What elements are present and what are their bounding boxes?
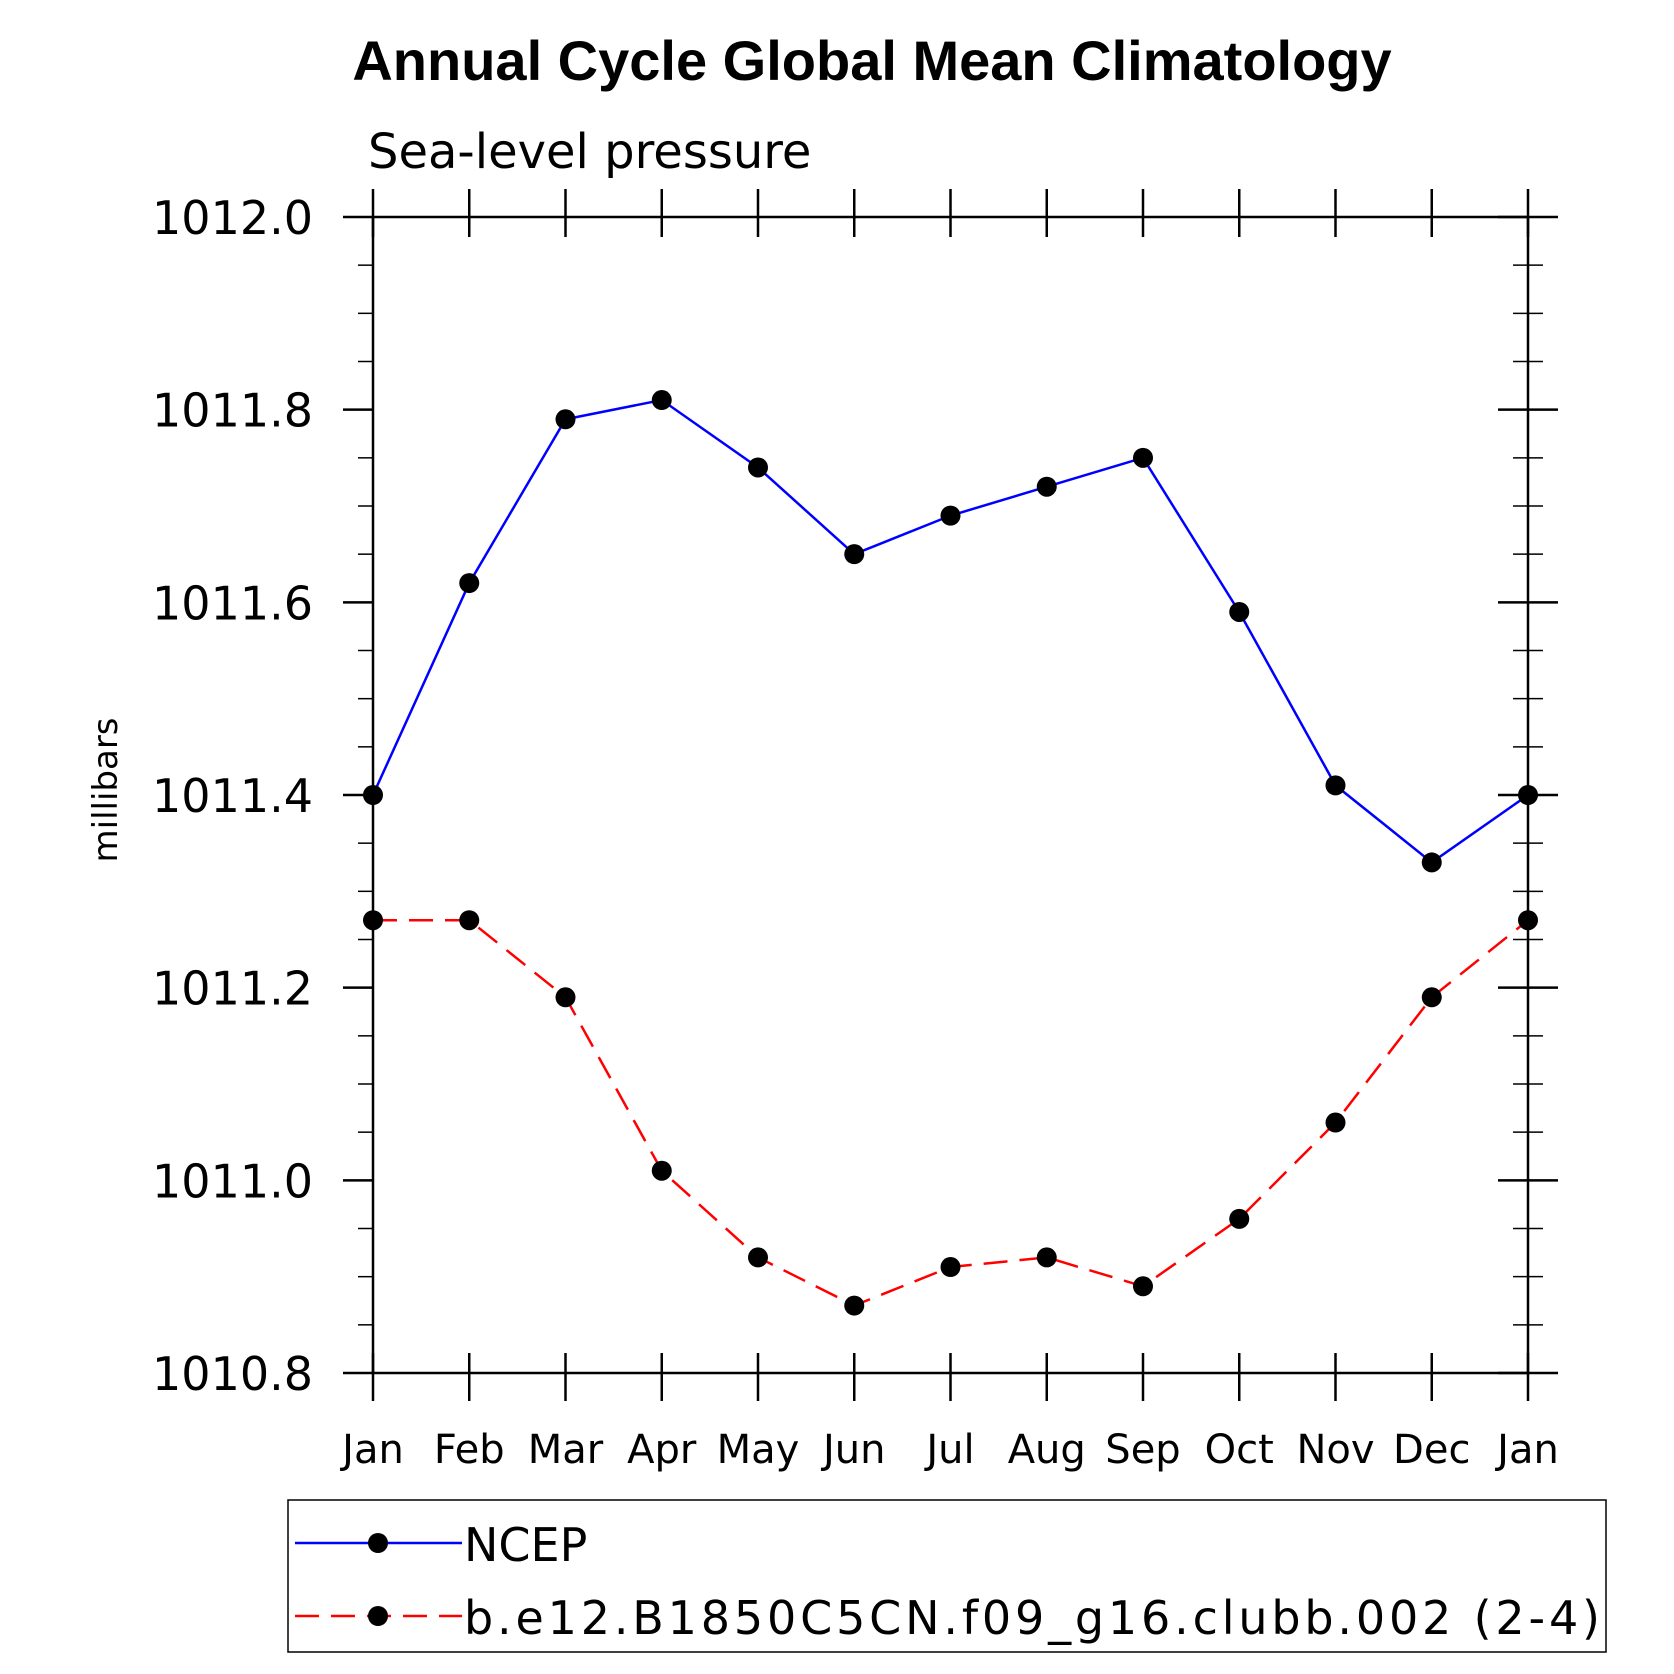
series-line-0 [371, 398, 1529, 864]
data-point [844, 544, 865, 565]
data-point [940, 505, 961, 526]
data-point [651, 1160, 672, 1181]
legend-box [287, 1499, 1607, 1653]
x-tick-label: Apr [627, 1427, 697, 1473]
y-tick-label: 1011.2 [152, 962, 313, 1016]
data-point [940, 1257, 961, 1278]
data-point [1325, 1112, 1346, 1133]
legend-marker [368, 1533, 388, 1553]
chart-subtitle: Sea-level pressure [368, 124, 811, 180]
legend: NCEP b.e12.B1850C5CN.f09_g16.clubb.002 (2… [287, 1499, 1607, 1653]
x-tick-label: Aug [1008, 1427, 1086, 1473]
series-layer [363, 390, 1538, 1316]
x-tick-label: Mar [528, 1427, 604, 1473]
data-point [459, 910, 480, 931]
y-tick-label: 1011.6 [152, 576, 313, 630]
axes [343, 189, 1558, 1401]
x-tick-label: Dec [1393, 1427, 1470, 1473]
legend-marker [368, 1606, 388, 1626]
tick-labels: 1010.8 1011.0 1011.2 1011.4 1011.6 1011.8 1012… [152, 191, 1559, 1473]
series-line-1 [373, 918, 1529, 1307]
x-tick-label: Jan [1494, 1427, 1559, 1473]
data-point [1036, 1247, 1057, 1268]
data-point [363, 910, 383, 931]
data-point [748, 1247, 768, 1268]
data-point [1518, 910, 1538, 931]
data-point [1036, 476, 1057, 497]
x-tick-label: Jul [923, 1427, 974, 1473]
data-point [651, 390, 672, 411]
x-tick-label: May [717, 1427, 800, 1473]
x-tick-label: Nov [1296, 1427, 1374, 1473]
x-tick-label: Jun [820, 1427, 886, 1473]
data-point [1229, 1208, 1250, 1229]
chart-title: Annual Cycle Global Mean Climatology [352, 29, 1392, 92]
data-point [844, 1295, 865, 1316]
data-point [1421, 852, 1442, 873]
y-tick-label: 1012.0 [152, 191, 313, 245]
legend-label-1: b.e12.B1850C5CN.f09_g16.clubb.002 (2-4) [464, 1591, 1600, 1645]
data-point [1421, 987, 1442, 1008]
data-point [555, 409, 576, 430]
legend-label-0: NCEP [464, 1518, 587, 1572]
data-point [555, 987, 576, 1008]
data-point [1133, 1276, 1153, 1297]
y-tick-label: 1011.4 [152, 769, 313, 823]
y-tick-label: 1011.8 [152, 384, 313, 438]
data-point [1133, 447, 1153, 468]
x-tick-label: Feb [434, 1427, 505, 1473]
x-tick-label: Jan [339, 1427, 404, 1473]
plot-frame [371, 215, 1530, 1375]
y-axis-label: millibars [86, 717, 126, 862]
x-tick-label: Oct [1205, 1427, 1274, 1473]
data-point [748, 457, 768, 478]
x-tick-label: Sep [1105, 1427, 1180, 1473]
data-point [363, 785, 383, 805]
y-tick-label: 1011.0 [152, 1154, 313, 1208]
data-point [459, 573, 480, 594]
data-point [1518, 785, 1538, 805]
data-point [1325, 775, 1346, 796]
y-tick-label: 1010.8 [152, 1347, 313, 1401]
data-point [1229, 601, 1250, 622]
